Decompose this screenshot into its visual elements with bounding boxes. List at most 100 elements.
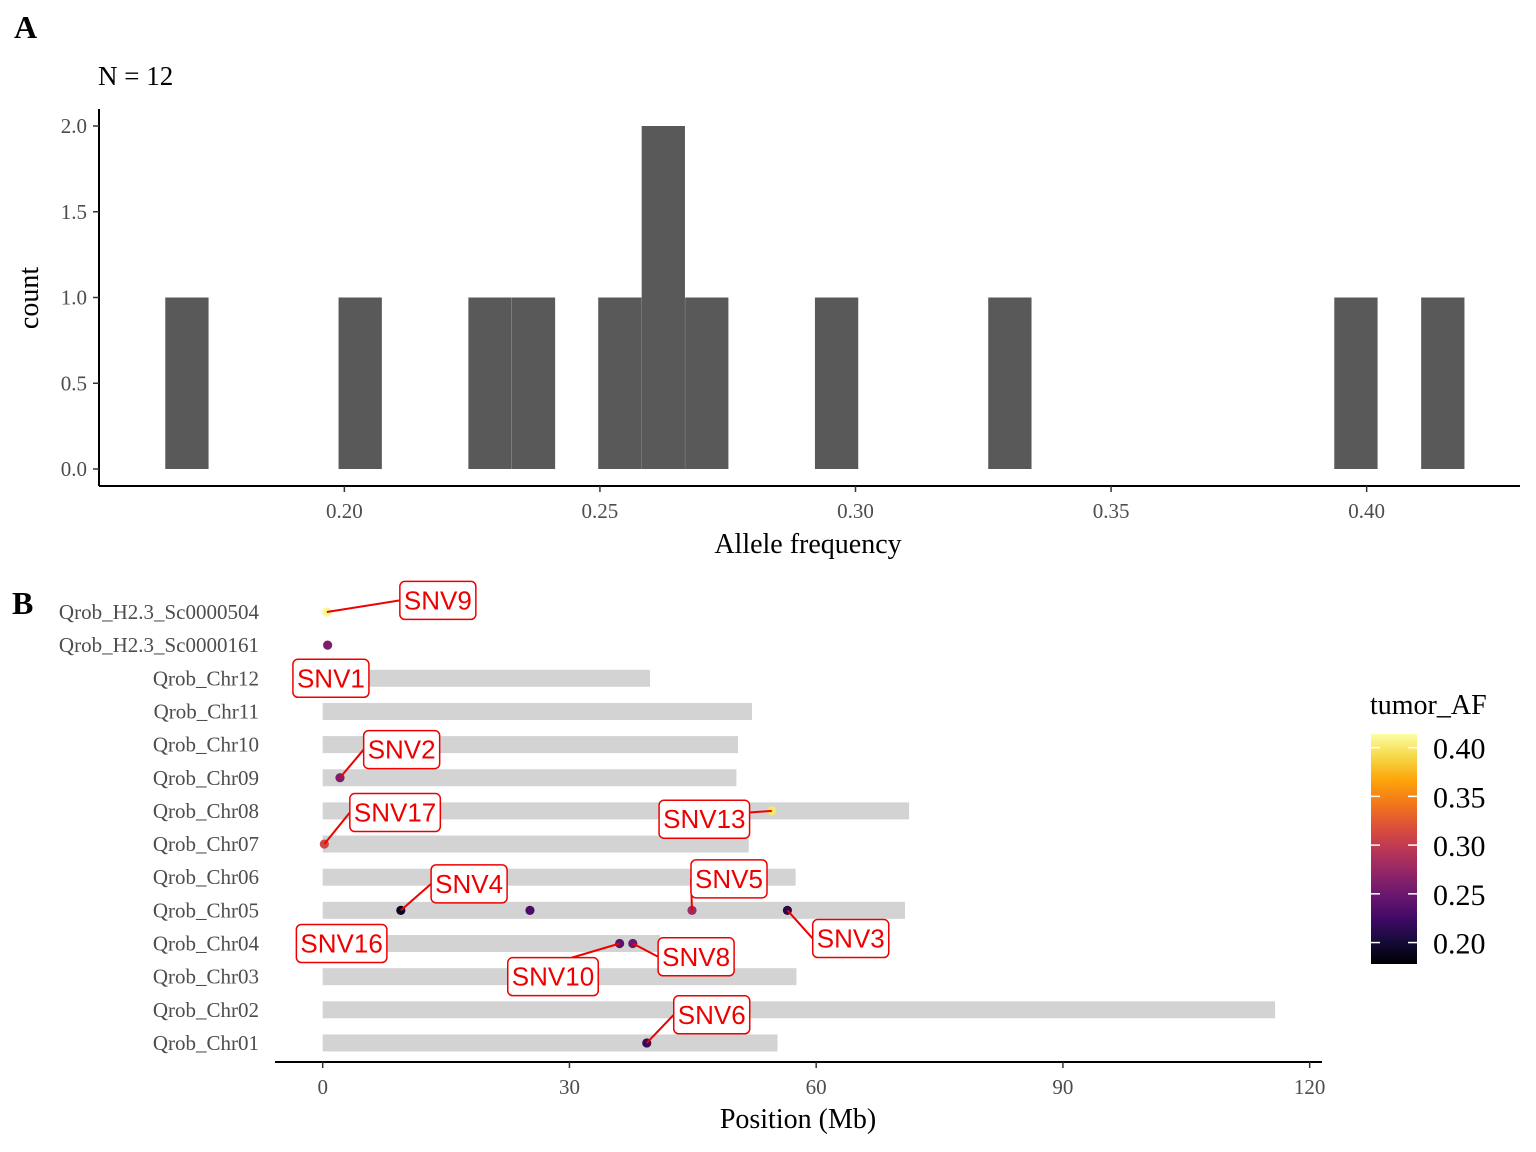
chromosome-bar	[322, 1034, 778, 1052]
position-x-tick-label: 30	[559, 1075, 580, 1099]
legend-tick-label: 0.35	[1433, 781, 1486, 814]
position-x-tick-label: 120	[1294, 1075, 1326, 1099]
histogram-x-tick-label: 0.30	[837, 499, 874, 523]
snv-point	[525, 905, 535, 915]
chromosome-label: Qrob_Chr11	[154, 699, 259, 723]
snv-label-box	[295, 923, 388, 964]
histogram-panel: 0.0 0.5 1.0 1.5 2.0 0.20 0.25 0.30 0.35 0.40	[61, 109, 1520, 523]
chromosome-bar	[322, 702, 753, 720]
chromosome-bar	[322, 1001, 1276, 1019]
snv-label: SNV4	[435, 869, 503, 899]
histogram-bar	[685, 297, 729, 469]
snv-label-leader	[646, 1014, 675, 1044]
histogram-bar	[598, 297, 642, 469]
snv-label-box	[349, 792, 442, 833]
genome-position-panel: Qrob_H2.3_Sc0000504 Qrob_H2.3_Sc0000161 Qr…	[59, 580, 1326, 1099]
legend-tick-label: 0.25	[1433, 879, 1486, 912]
legend-tick-label: 0.20	[1433, 928, 1486, 961]
chromosome-label: Qrob_Chr01	[153, 1031, 259, 1055]
histogram-y-tick-label: 1.5	[61, 200, 87, 224]
snv-label: SNV16	[300, 929, 382, 959]
snv-label: SNV1	[297, 663, 365, 693]
position-x-tick-label: 90	[1052, 1075, 1073, 1099]
chromosome-label: Qrob_H2.3_Sc0000161	[59, 633, 259, 657]
snv-label-box	[362, 729, 441, 770]
chromosome-label: Qrob_Chr05	[153, 898, 259, 922]
histogram-bar	[814, 297, 859, 469]
snv-point	[323, 640, 333, 650]
chromosome-bar	[322, 769, 737, 787]
snv-label-box	[430, 864, 508, 904]
snv-label-leader	[339, 748, 365, 779]
legend-tick-label: 0.40	[1433, 733, 1486, 766]
snv-label-leader	[326, 599, 401, 613]
histogram-y-tick-label: 1.0	[61, 286, 87, 310]
chromosome-bar	[322, 669, 651, 687]
histogram-title: N = 12	[98, 61, 173, 91]
chromosome-label: Qrob_Chr07	[153, 832, 259, 856]
histogram-y-tick-label: 0.0	[61, 457, 87, 481]
snv-label-box	[399, 580, 477, 621]
position-x-tick-label: 0	[317, 1075, 328, 1099]
snv-label: SNV5	[695, 864, 763, 894]
snv-label-leader	[786, 909, 814, 940]
chromosome-label: Qrob_H2.3_Sc0000504	[59, 600, 260, 624]
chromosome-label: Qrob_Chr08	[153, 799, 259, 823]
histogram-x-tick-label: 0.25	[582, 499, 619, 523]
histogram-x-tick-label: 0.35	[1093, 499, 1130, 523]
chromosome-label: Qrob_Chr12	[153, 666, 259, 690]
snv-label-leader	[632, 942, 659, 958]
chromosome-bar	[322, 935, 660, 952]
snv-label-box	[657, 937, 735, 977]
snv-label-box	[658, 799, 751, 839]
snv-label: SNV3	[817, 924, 885, 954]
histogram-bar	[468, 297, 512, 469]
chromosome-label: Qrob_Chr06	[153, 865, 259, 889]
chromosome-bar	[322, 802, 910, 820]
chromosome-label: Qrob_Chr04	[153, 932, 260, 956]
snv-label: SNV6	[678, 1000, 746, 1030]
snv-label-leader	[323, 811, 351, 845]
chromosome-bar	[322, 835, 749, 853]
snv-label: SNV10	[512, 962, 594, 992]
histogram-bar	[988, 297, 1032, 469]
snv-label-box	[690, 859, 768, 899]
histogram-x-tick-label: 0.20	[326, 499, 363, 523]
histogram-bar	[338, 297, 382, 469]
snv-label-box	[292, 658, 370, 699]
position-x-axis-label: Position (Mb)	[720, 1104, 876, 1135]
snv-label: SNV2	[368, 735, 436, 765]
snv-label: SNV9	[404, 585, 472, 615]
chromosome-label: Qrob_Chr09	[153, 766, 259, 790]
snv-label-box	[811, 918, 890, 959]
histogram-x-tick-label: 0.40	[1348, 499, 1385, 523]
histogram-bar	[641, 126, 685, 469]
position-x-tick-label: 60	[806, 1075, 827, 1099]
panel-a-letter: A	[14, 9, 37, 45]
chromosome-label: Qrob_Chr10	[153, 733, 259, 757]
histogram-bar	[1334, 297, 1378, 469]
panel-b-letter: B	[12, 585, 33, 621]
chromosome-label: Qrob_Chr02	[153, 998, 259, 1022]
snv-label: SNV17	[354, 798, 436, 828]
snv-label: SNV13	[663, 804, 745, 834]
legend-title: tumor_AF	[1370, 690, 1487, 721]
snv-point	[767, 806, 777, 816]
snv-label-box	[506, 956, 599, 997]
chromosome-label: Qrob_Chr03	[153, 965, 259, 989]
legend-colorbar	[1371, 734, 1417, 964]
legend-tick-label: 0.30	[1433, 830, 1486, 863]
histogram-y-tick-label: 0.5	[61, 371, 87, 395]
histogram-bar	[165, 297, 209, 469]
histogram-y-axis-label: count	[14, 267, 45, 329]
chromosome-bar	[322, 901, 906, 919]
histogram-bar	[511, 297, 556, 469]
histogram-bar	[1421, 297, 1465, 469]
histogram-x-axis-label: Allele frequency	[714, 529, 901, 560]
snv-label-box	[672, 995, 751, 1035]
color-legend: tumor_AF 0.40 0.35 0.30 0.25 0.20	[1370, 690, 1487, 964]
snv-label: SNV8	[662, 942, 730, 972]
histogram-y-tick-label: 2.0	[61, 114, 87, 138]
snv-label-leader	[400, 883, 432, 912]
